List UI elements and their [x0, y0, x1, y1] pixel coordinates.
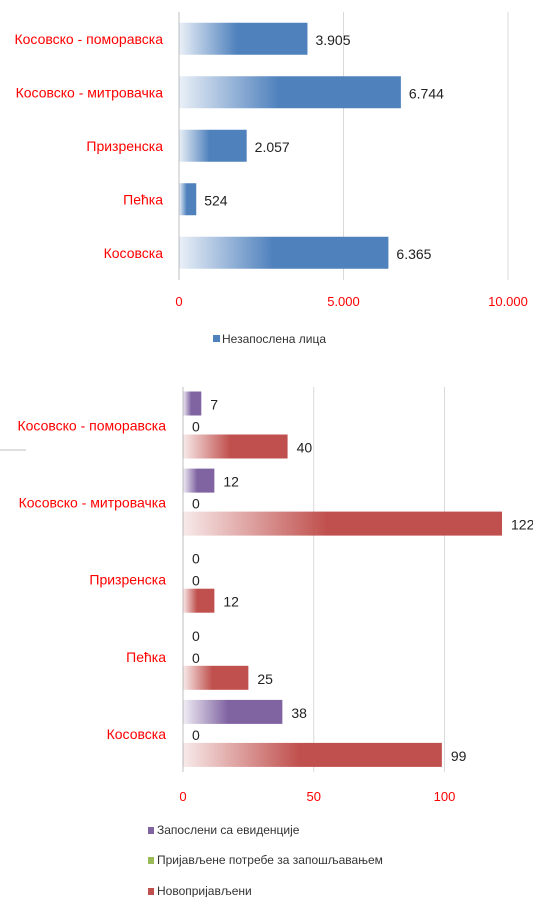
category-label: Косовска — [107, 726, 167, 742]
category-label: Призренска — [86, 138, 163, 154]
bar-new-registered — [183, 665, 249, 690]
legend-swatch — [213, 335, 220, 342]
legend-swatch — [148, 827, 154, 834]
bar-unemployed — [179, 129, 247, 162]
bar-new-registered — [183, 588, 215, 613]
data-label: 2.057 — [255, 139, 290, 155]
data-label: 12 — [223, 474, 239, 490]
category-label: Косовско - митровачка — [16, 84, 164, 100]
legend-label: Незапослена лица — [222, 332, 326, 346]
bar-employed — [183, 468, 215, 493]
data-label: 0 — [192, 551, 200, 567]
legend-swatch — [148, 888, 154, 895]
category-label: Призренска — [89, 572, 166, 588]
bar-new-registered — [183, 742, 442, 767]
legend-label: Новопријављени — [157, 884, 252, 897]
data-label: 38 — [291, 705, 307, 721]
x-tick-label: 100 — [434, 789, 456, 804]
chart-unemployed: 0 5.000 10.000 Косовско - поморавска 3.905 Ко… — [14, 12, 528, 346]
data-label: 25 — [257, 671, 273, 687]
category-label: Пећка — [123, 191, 163, 207]
bar-unemployed — [179, 76, 401, 109]
category-label: Пећка — [126, 649, 166, 665]
category-label: Косовско - поморавска — [14, 31, 163, 47]
data-label: 6.365 — [396, 246, 431, 262]
bar-unemployed — [179, 22, 308, 55]
bar-employed — [183, 391, 202, 416]
bar-new-registered — [183, 434, 288, 459]
legend-label: Пријављене потребе за запошљавањем — [157, 853, 383, 867]
bar-new-registered — [183, 511, 502, 536]
legend-label: Запослени са евиденције — [157, 823, 300, 837]
x-tick-label: 0 — [175, 294, 182, 309]
data-label: 0 — [192, 419, 200, 435]
legend-swatch — [148, 857, 154, 864]
data-label: 0 — [192, 650, 200, 666]
data-label: 0 — [192, 573, 200, 589]
data-label: 524 — [204, 192, 228, 208]
data-label: 0 — [192, 727, 200, 743]
data-label: 0 — [192, 628, 200, 644]
x-tick-label: 0 — [179, 789, 186, 804]
category-label: Косовско - поморавска — [17, 418, 166, 434]
category-label: Косовско - митровачка — [19, 495, 167, 511]
category-label: Косовска — [104, 245, 164, 261]
bar-employed — [183, 699, 283, 724]
data-label: 99 — [451, 748, 467, 764]
data-label: 6.744 — [409, 85, 444, 101]
x-tick-label: 50 — [307, 789, 321, 804]
data-label: 3.905 — [315, 32, 350, 48]
x-tick-label: 5.000 — [327, 294, 360, 309]
data-label: 7 — [210, 397, 218, 413]
data-label: 12 — [223, 594, 239, 610]
x-tick-label: 10.000 — [488, 294, 528, 309]
data-label: 40 — [297, 440, 313, 456]
data-label: 122 — [511, 517, 533, 533]
data-label: 0 — [192, 496, 200, 512]
bar-unemployed — [179, 236, 389, 269]
bar-unemployed — [179, 183, 197, 216]
